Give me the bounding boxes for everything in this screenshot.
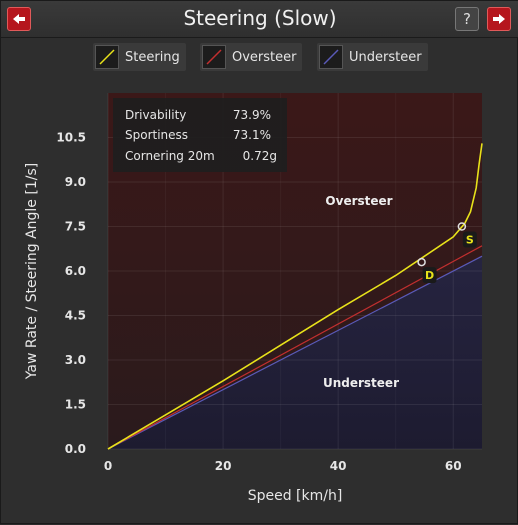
help-button[interactable]: ? [455,7,479,31]
marker-point-d [417,257,426,267]
oversteer-region-label: Oversteer [325,194,392,208]
arrow-left-icon [13,14,25,24]
y-tick-label: 9.0 [65,175,86,189]
x-axis-label: Speed [km/h] [248,488,343,504]
marker-point-s [457,222,467,231]
legend-understeer[interactable]: Understeer [317,43,428,71]
stats-box: Drivability 73.9% Sportiness 73.1% Corne… [113,98,287,172]
legend-label-steering: Steering [125,49,180,65]
y-tick-label: 4.5 [65,309,86,323]
sportiness-value: 73.1% [233,128,271,142]
sportiness-label: Sportiness [125,128,188,142]
marker-label-d: D [425,269,434,282]
y-axis-label: Yaw Rate / Steering Angle [1/s] [24,163,40,380]
arrow-right-icon [493,14,505,24]
series-line-steering [107,143,483,450]
x-tick-label: 60 [445,459,462,473]
legend-oversteer[interactable]: Oversteer [200,43,303,71]
marker-tag-s [462,231,477,248]
series-line-understeer [107,255,483,450]
back-button[interactable] [7,7,31,31]
understeer-region-label: Understeer [323,376,399,390]
legend-label-oversteer: Oversteer [232,49,297,65]
x-tick-label: 20 [215,459,232,473]
y-tick-label: 1.5 [65,398,86,412]
y-tick-label: 6.0 [65,264,86,278]
window-title: Steering (Slow) [183,6,337,30]
y-tick-label: 10.5 [56,131,86,145]
x-tick-label: 40 [330,459,347,473]
question-mark-icon: ? [463,10,471,28]
oversteer-swatch-icon [202,45,226,69]
marker-label-s: S [466,234,474,247]
understeer-swatch-icon [319,45,343,69]
next-button[interactable] [487,7,511,31]
drivability-value: 73.9% [233,108,271,122]
title-bar: Steering (Slow) ? [1,1,518,38]
cornering-value: 0.72g [243,149,277,163]
cornering-label: Cornering 20m [125,149,215,163]
marker-tag-d [422,267,437,284]
drivability-label: Drivability [125,108,186,122]
y-tick-label: 0.0 [65,442,86,456]
x-tick-label: 0 [104,459,112,473]
steering-swatch-icon [95,45,119,69]
series-line-oversteer [107,245,483,450]
y-tick-label: 3.0 [65,353,86,367]
legend-steering[interactable]: Steering [93,43,186,71]
legend-label-understeer: Understeer [349,49,422,65]
y-tick-label: 7.5 [65,220,86,234]
